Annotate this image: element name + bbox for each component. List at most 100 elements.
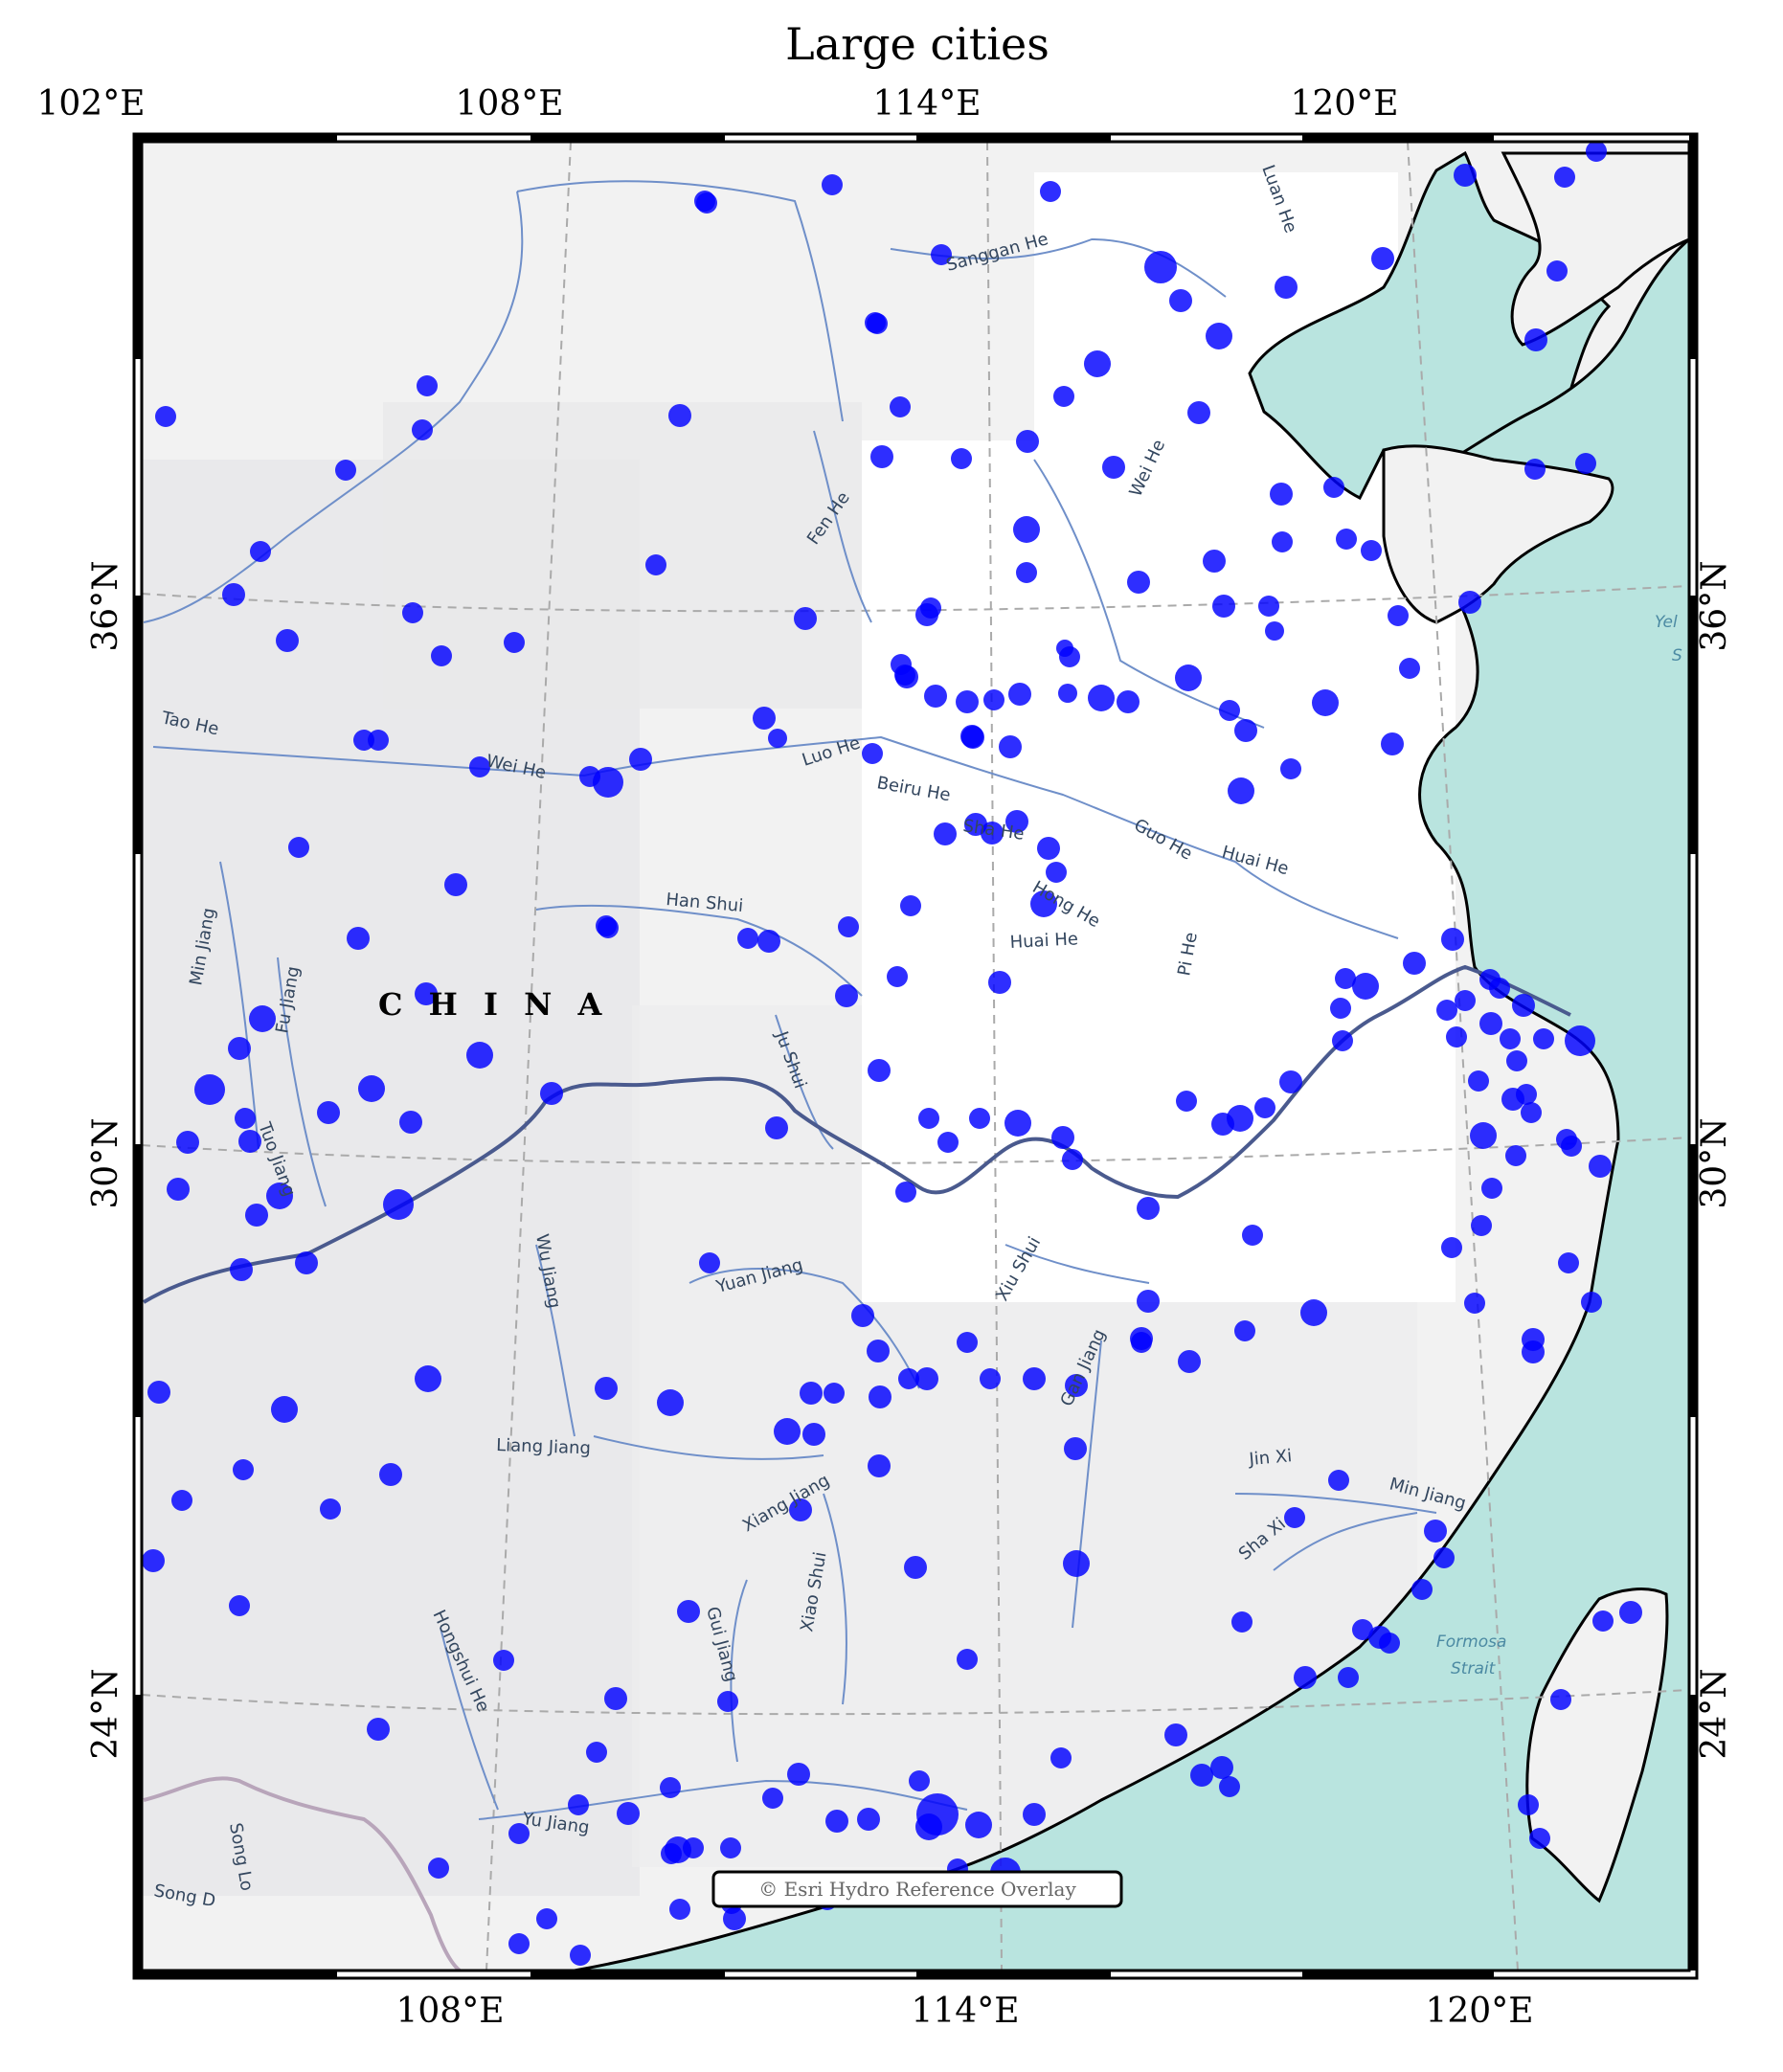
city-marker xyxy=(909,1770,930,1791)
city-marker xyxy=(295,1251,318,1274)
city-marker xyxy=(768,729,787,748)
city-marker xyxy=(789,1498,812,1521)
city-marker xyxy=(835,984,858,1007)
city-marker xyxy=(379,1463,402,1486)
city-marker xyxy=(508,1823,530,1844)
city-marker xyxy=(235,1108,256,1129)
city-marker xyxy=(1117,690,1140,713)
city-marker xyxy=(720,1837,741,1858)
country-label: C H I N A xyxy=(378,986,609,1023)
city-marker xyxy=(1203,550,1226,573)
top-lon-label: 108°E xyxy=(456,84,564,124)
city-marker xyxy=(1058,684,1077,703)
river-label: Liang Jiang xyxy=(496,1435,591,1458)
city-marker xyxy=(1187,401,1210,424)
city-marker xyxy=(1454,164,1477,187)
city-marker xyxy=(1005,810,1028,833)
city-marker xyxy=(1164,1723,1187,1746)
city-marker xyxy=(1470,1122,1497,1149)
city-marker xyxy=(660,1777,681,1798)
city-marker xyxy=(717,1691,738,1712)
city-marker xyxy=(1524,459,1546,480)
bottom-lon-label: 108°E xyxy=(396,1992,505,2031)
city-marker xyxy=(918,1108,939,1129)
city-marker xyxy=(335,460,356,481)
city-marker xyxy=(228,1037,251,1060)
city-marker xyxy=(1338,1667,1359,1688)
city-marker xyxy=(1284,1507,1305,1528)
city-marker xyxy=(1561,1136,1582,1157)
city-marker xyxy=(1127,571,1150,594)
city-marker xyxy=(669,1899,690,1920)
city-marker xyxy=(1051,1126,1074,1149)
city-marker xyxy=(1403,952,1426,975)
city-marker xyxy=(838,916,859,937)
right-lat-label: 24°N xyxy=(1695,1668,1734,1759)
city-marker xyxy=(1064,1437,1087,1460)
city-marker xyxy=(1234,1320,1255,1341)
city-marker xyxy=(250,541,271,562)
city-marker xyxy=(762,1788,783,1809)
city-marker xyxy=(383,1189,414,1220)
city-marker xyxy=(865,312,886,333)
city-marker xyxy=(867,1340,890,1363)
city-marker xyxy=(415,982,438,1005)
city-marker xyxy=(1063,1550,1090,1577)
axis-labels: 102°E 108°E 114°E 120°E 108°E 114°E 120°… xyxy=(37,84,1735,2031)
city-marker xyxy=(1023,1803,1046,1826)
city-marker xyxy=(1300,1299,1327,1326)
city-marker xyxy=(1137,1197,1160,1220)
city-marker xyxy=(869,1385,892,1408)
city-marker xyxy=(367,1718,390,1741)
city-marker xyxy=(493,1650,514,1671)
city-marker xyxy=(1102,456,1125,479)
city-marker xyxy=(1178,1350,1201,1373)
city-marker xyxy=(1332,1030,1353,1051)
city-marker xyxy=(1231,1611,1253,1633)
city-marker xyxy=(857,1808,880,1831)
city-marker xyxy=(431,645,452,666)
city-marker xyxy=(1575,453,1596,474)
attribution-box: © Esri Hydro Reference Overlay xyxy=(711,1870,1123,1908)
city-marker xyxy=(757,930,780,953)
city-marker xyxy=(412,419,433,440)
city-marker xyxy=(1361,540,1382,561)
city-marker xyxy=(668,404,691,427)
city-marker xyxy=(1533,1028,1554,1049)
city-marker xyxy=(402,602,423,623)
north-china-plain xyxy=(862,440,1456,1302)
city-marker xyxy=(271,1396,298,1423)
city-marker xyxy=(1581,1292,1602,1313)
taiwan-island xyxy=(1525,1588,1669,1903)
city-marker xyxy=(1379,1633,1400,1654)
city-marker xyxy=(957,1332,978,1353)
city-marker xyxy=(887,966,908,987)
city-marker xyxy=(466,1042,493,1069)
city-marker xyxy=(1506,1050,1527,1071)
city-marker xyxy=(983,689,1004,710)
city-marker xyxy=(1175,664,1202,691)
city-marker xyxy=(661,1843,682,1864)
attribution-text: © Esri Hydro Reference Overlay xyxy=(758,1878,1076,1901)
city-marker xyxy=(965,1812,992,1838)
city-marker xyxy=(233,1459,254,1480)
bottom-lon-label: 114°E xyxy=(912,1992,1020,2031)
city-marker xyxy=(1004,1110,1031,1137)
city-marker xyxy=(1441,928,1464,951)
yangtze-river xyxy=(142,964,1571,1304)
city-marker xyxy=(288,837,309,858)
city-marker xyxy=(1336,529,1357,550)
city-marker xyxy=(1023,1367,1046,1390)
city-marker xyxy=(1455,990,1476,1011)
city-marker xyxy=(1381,732,1404,755)
city-marker xyxy=(320,1498,341,1520)
city-marker xyxy=(1589,1155,1612,1178)
city-marker xyxy=(1016,430,1039,453)
city-marker xyxy=(1144,251,1177,283)
city-marker xyxy=(1084,350,1111,377)
city-marker xyxy=(765,1116,788,1139)
city-marker xyxy=(1013,516,1040,543)
city-marker xyxy=(1433,1547,1455,1568)
city-marker xyxy=(1037,837,1060,860)
